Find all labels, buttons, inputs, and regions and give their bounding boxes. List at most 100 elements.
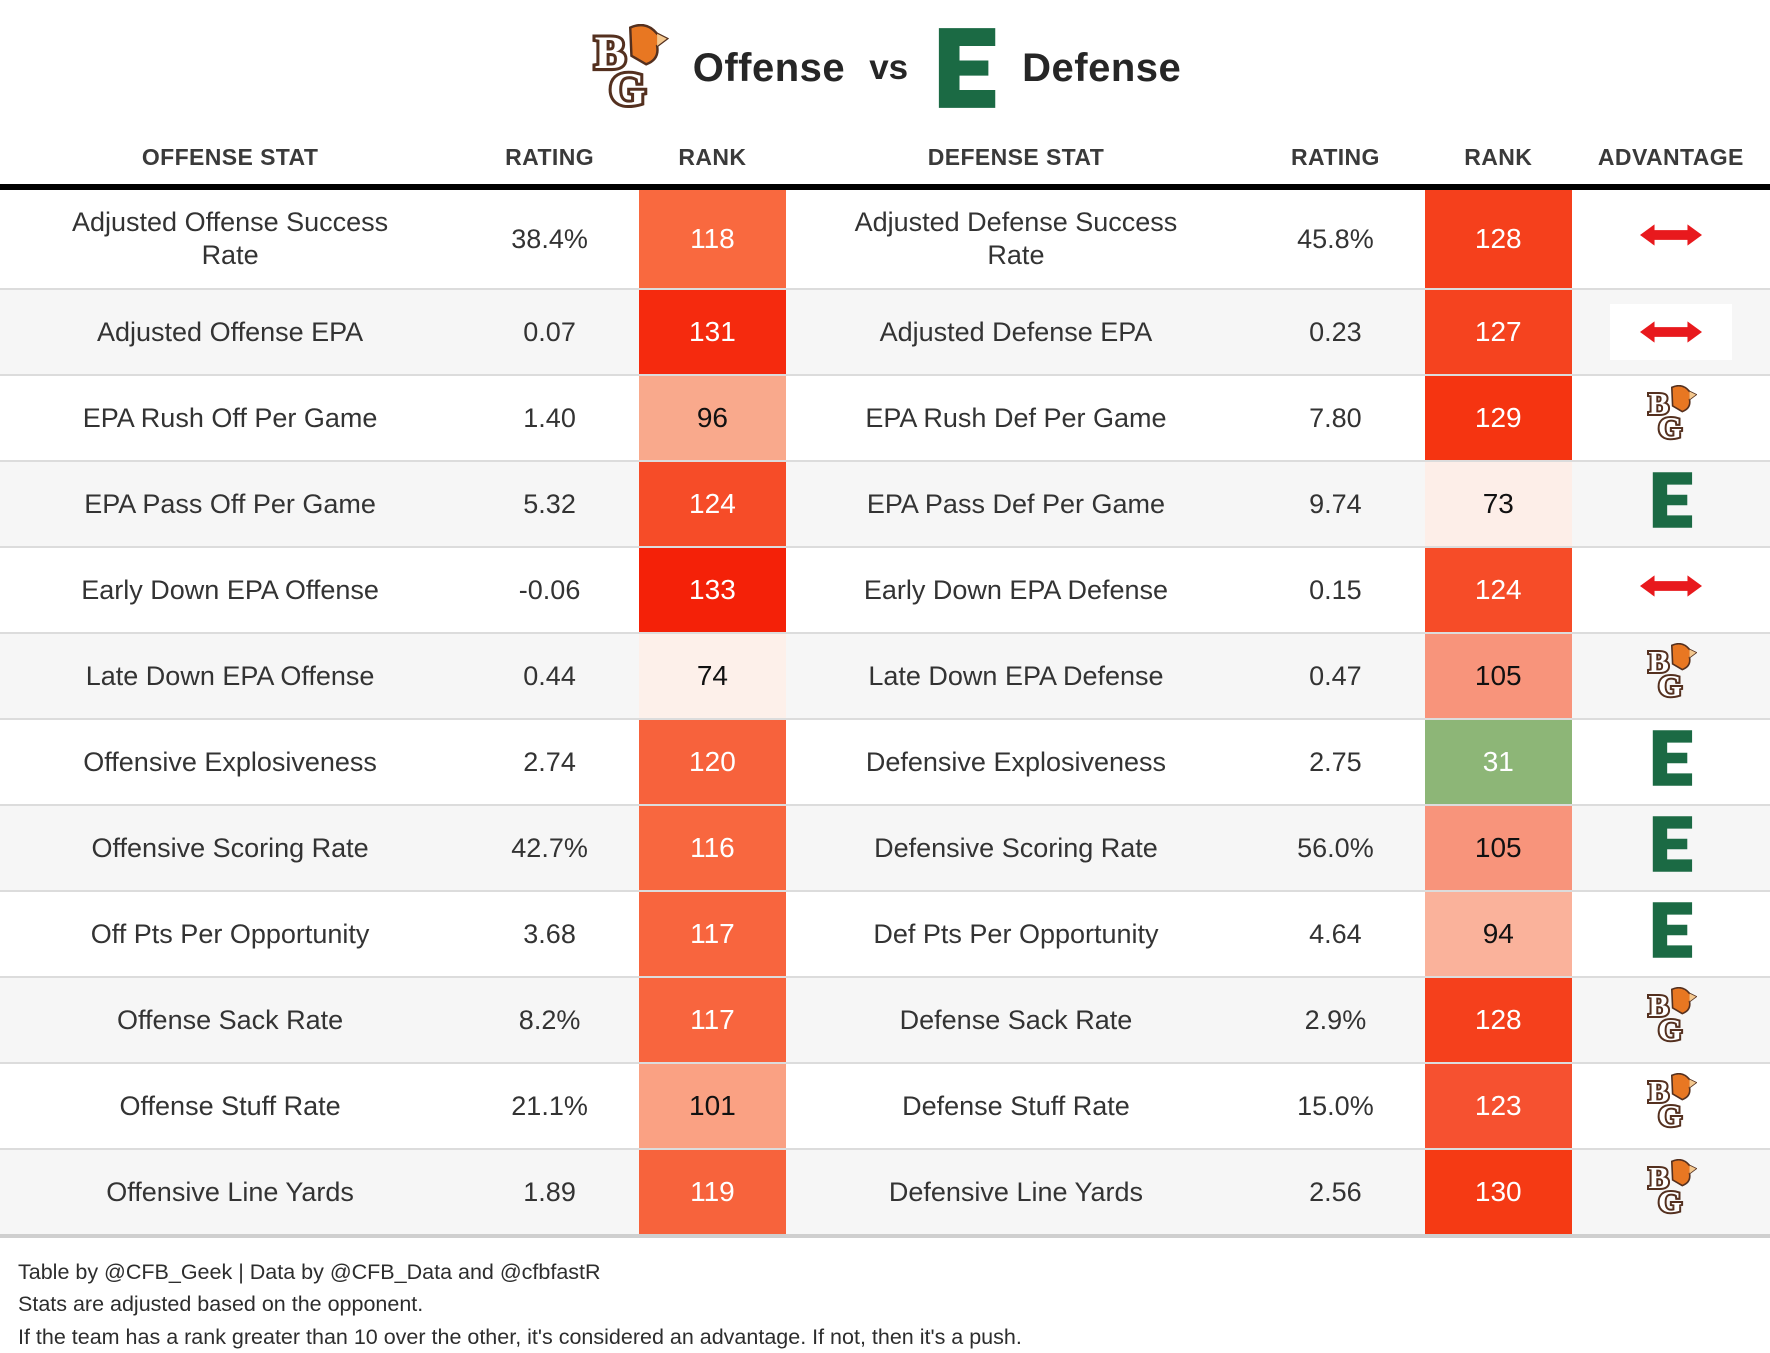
offense-rating-cell: 21.1% (460, 1062, 639, 1149)
offense-rank-cell: 133 (638, 546, 786, 633)
defense-stat-cell: Adjusted Defense Success Rate (854, 207, 1178, 270)
svg-text:B: B (1648, 989, 1668, 1023)
bgsu-falcons-logo: B G (1645, 385, 1697, 443)
table-row: Adjusted Offense EPA 0.07 131 Adjusted D… (0, 288, 1770, 375)
defense-stat-cell: Def Pts Per Opportunity (785, 890, 1247, 977)
offense-rank-cell: 116 (638, 804, 786, 891)
offense-stat-cell: Offensive Explosiveness (0, 718, 461, 805)
defense-rank-cell: 130 (1424, 1148, 1572, 1238)
footer-note-adjusted: Stats are adjusted based on the opponent… (18, 1292, 424, 1317)
push-double-arrow-icon (1609, 304, 1732, 360)
bgsu-falcons-logo: B G (1645, 987, 1697, 1045)
advantage-cell (1571, 804, 1770, 891)
advantage-cell: B G (1571, 1148, 1770, 1238)
defense-stat-cell: EPA Rush Def Per Game (785, 374, 1247, 461)
bgsu-falcons-logo: B G (1645, 643, 1697, 701)
offense-rating-cell: 1.40 (460, 374, 639, 461)
offense-stat-cell: EPA Rush Off Per Game (0, 374, 461, 461)
table-row: EPA Rush Off Per Game 1.40 96 EPA Rush D… (0, 374, 1770, 461)
defense-rating-cell: 0.15 (1246, 546, 1425, 633)
title-bar: B G Offense vs Defense (0, 0, 1770, 128)
table-row: Offensive Explosiveness 2.74 120 Defensi… (0, 718, 1770, 805)
emu-block-e-logo (1648, 816, 1694, 872)
svg-text:B: B (1648, 645, 1668, 679)
svg-text:G: G (1658, 669, 1682, 701)
offense-rating-cell: -0.06 (460, 546, 639, 633)
col-header-offense-stat: OFFENSE STAT (0, 128, 461, 190)
svg-text:G: G (1658, 1185, 1682, 1217)
footer-notes: Table by @CFB_Geek | Data by @CFB_Data a… (0, 1238, 1770, 1353)
defense-rank-cell: 128 (1424, 976, 1572, 1063)
defense-stat-cell: EPA Pass Def Per Game (785, 460, 1247, 547)
offense-stat-cell: Offensive Scoring Rate (0, 804, 461, 891)
offense-rank-cell: 124 (638, 460, 786, 547)
defense-rating-cell: 4.64 (1246, 890, 1425, 977)
defense-rating-cell: 2.75 (1246, 718, 1425, 805)
footer-credit-line: Table by @CFB_Geek | Data by @CFB_Data a… (18, 1260, 601, 1284)
col-header-advantage: ADVANTAGE (1571, 128, 1770, 190)
advantage-cell (1571, 890, 1770, 977)
emu-block-e-logo (1648, 902, 1694, 958)
offense-stat-cell: Adjusted Offense EPA (0, 288, 461, 375)
offense-rank-cell: 74 (638, 632, 786, 719)
advantage-cell (1571, 460, 1770, 547)
advantage-cell: B G (1571, 976, 1770, 1063)
offense-stat-cell: Offense Stuff Rate (0, 1062, 461, 1149)
defense-rank-cell: 94 (1424, 890, 1572, 977)
defense-rating-cell: 56.0% (1246, 804, 1425, 891)
table-row: Offensive Line Yards 1.89 119 Defensive … (0, 1148, 1770, 1238)
defense-stat-cell: Defensive Scoring Rate (785, 804, 1247, 891)
right-team-title: Defense (1022, 45, 1182, 90)
svg-text:G: G (1658, 1013, 1682, 1045)
col-header-defense-rating: RATING (1246, 128, 1425, 190)
advantage-cell (1571, 718, 1770, 805)
defense-rating-cell: 45.8% (1297, 223, 1374, 254)
table-row: EPA Pass Off Per Game 5.32 124 EPA Pass … (0, 460, 1770, 547)
bgsu-falcons-logo: B G (1645, 1159, 1697, 1217)
defense-stat-cell: Early Down EPA Defense (785, 546, 1247, 633)
defense-stat-cell: Defensive Line Yards (785, 1148, 1247, 1238)
advantage-cell: B G (1571, 632, 1770, 719)
defense-rank-cell: 129 (1424, 374, 1572, 461)
table-header: OFFENSE STAT RATING RANK DEFENSE STAT RA… (0, 128, 1770, 190)
push-double-arrow-icon (1639, 222, 1702, 248)
offense-rank-cell: 119 (638, 1148, 786, 1238)
col-header-defense-rank: RANK (1424, 128, 1572, 190)
table-row: Offense Sack Rate 8.2% 117 Defense Sack … (0, 976, 1770, 1063)
defense-rating-cell: 2.56 (1246, 1148, 1425, 1238)
col-header-offense-rank: RANK (638, 128, 786, 190)
offense-rating-cell: 5.32 (460, 460, 639, 547)
defense-rating-cell: 15.0% (1246, 1062, 1425, 1149)
defense-rank-cell: 105 (1424, 632, 1572, 719)
offense-rating-cell: 38.4% (511, 223, 588, 254)
bgsu-falcons-logo: B G (1645, 1073, 1697, 1131)
defense-stat-cell: Late Down EPA Defense (785, 632, 1247, 719)
svg-text:G: G (1658, 1099, 1682, 1131)
offense-stat-cell: Late Down EPA Offense (0, 632, 461, 719)
svg-text:G: G (609, 65, 645, 112)
svg-text:G: G (1658, 411, 1682, 443)
footer-note-advantage-rule: If the team has a rank greater than 10 o… (18, 1324, 1022, 1349)
defense-rank-cell: 123 (1424, 1062, 1572, 1149)
svg-text:B: B (595, 28, 626, 79)
offense-stat-cell: Offense Sack Rate (0, 976, 461, 1063)
emu-block-e-logo (932, 28, 998, 108)
table-row: Late Down EPA Offense 0.44 74 Late Down … (0, 632, 1770, 719)
defense-rank-cell: 128 (1424, 187, 1572, 289)
defense-stat-cell: Adjusted Defense EPA (785, 288, 1247, 375)
offense-rank-cell: 118 (638, 187, 786, 289)
offense-rating-cell: 0.07 (460, 288, 639, 375)
advantage-cell: B G (1571, 1062, 1770, 1149)
table-row: Adjusted Offense Success Rate 38.4% 118 … (0, 187, 1770, 289)
offense-rank-cell: 120 (638, 718, 786, 805)
left-team-title: Offense (692, 45, 846, 90)
offense-rank-cell: 101 (638, 1062, 786, 1149)
offense-rating-cell: 8.2% (460, 976, 639, 1063)
advantage-cell (1571, 288, 1770, 375)
defense-rating-cell: 0.47 (1246, 632, 1425, 719)
vs-label: vs (869, 48, 909, 87)
defense-rank-cell: 105 (1424, 804, 1572, 891)
stats-table-body: Adjusted Offense Success Rate 38.4% 118 … (0, 187, 1770, 1238)
push-double-arrow-icon (1639, 573, 1702, 599)
advantage-cell (1572, 187, 1770, 289)
